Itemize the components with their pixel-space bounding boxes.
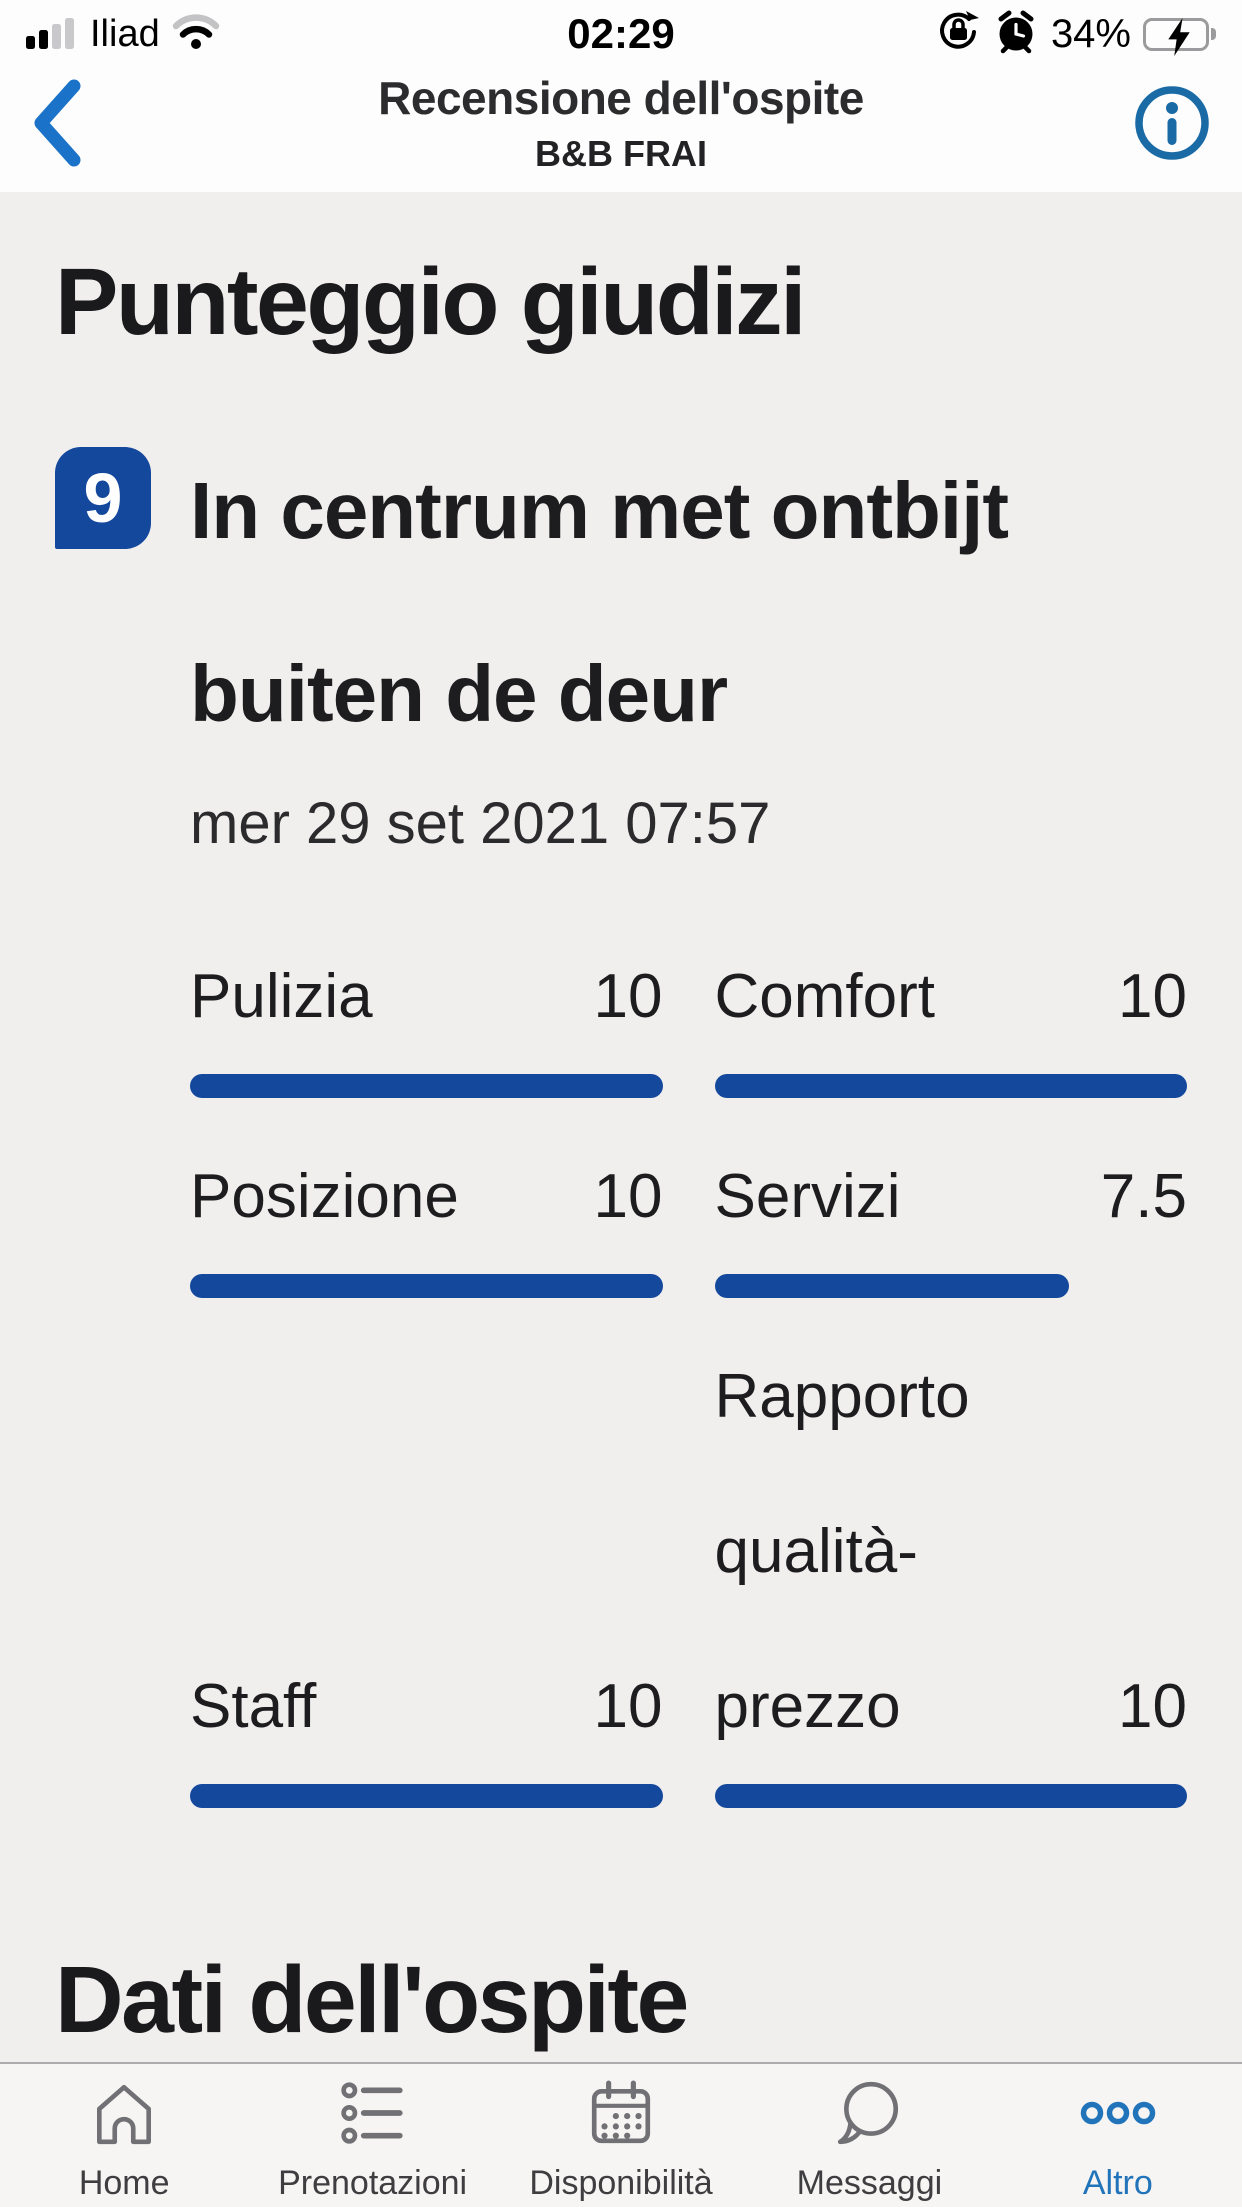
rating-item-servizi: Servizi 7.5	[714, 1119, 1188, 1299]
tab-home[interactable]: Home	[0, 2076, 248, 2207]
rating-bar-fill	[190, 1074, 663, 1099]
battery-icon	[1143, 17, 1216, 56]
rating-value: 7.5	[1100, 1162, 1187, 1232]
tab-disponibilita[interactable]: Disponibilità	[497, 2076, 745, 2207]
tab-label: Prenotazioni	[278, 2164, 468, 2202]
tab-label: Messaggi	[796, 2164, 943, 2202]
review-title: In centrum met ontbijt buiten de deur	[190, 466, 1009, 739]
chevron-left-icon	[34, 79, 81, 167]
rating-item-comfort: Comfort 10	[714, 919, 1187, 1099]
tab-label: Disponibilità	[529, 2164, 713, 2202]
nav-bar: Recensione dell'ospite B&B FRAI	[0, 62, 1242, 192]
rating-value: 10	[593, 1162, 663, 1232]
charging-bolt-icon	[1168, 17, 1190, 56]
rating-bar-fill	[714, 1274, 1069, 1299]
rating-bar	[714, 1784, 1187, 1809]
rating-item-staff: Staff 10	[190, 1319, 663, 1809]
more-icon	[1079, 2076, 1157, 2150]
tab-altro[interactable]: Altro	[994, 2076, 1242, 2207]
rating-bar-fill	[714, 1074, 1187, 1099]
rating-value: 10	[593, 1672, 663, 1742]
list-icon	[340, 2076, 406, 2150]
rating-bar	[190, 1274, 663, 1299]
section-title-guest: Dati dell'ospite	[55, 1947, 689, 2054]
rating-bar	[190, 1074, 663, 1099]
review-content: Punteggio giudizi 9 In centrum met ontbi…	[0, 192, 1242, 2062]
calendar-icon	[587, 2076, 655, 2150]
tab-label: Altro	[1082, 2164, 1153, 2202]
header: Iliad 02:29	[0, 0, 1242, 192]
rating-value: 10	[593, 962, 663, 1032]
rating-item-posizione: Posizione 10	[190, 1119, 663, 1299]
wifi-icon	[172, 13, 220, 55]
score-badge: 9	[55, 447, 151, 550]
rating-label: Rapporto qualità-prezzo	[714, 1362, 970, 1742]
review-summary: 9 In centrum met ontbijt buiten de deur …	[55, 419, 1188, 1809]
rating-value: 10	[1118, 962, 1187, 1032]
rating-label: Staff	[190, 1672, 317, 1742]
page-title: Recensione dell'ospite	[378, 72, 864, 124]
rating-bar	[714, 1074, 1187, 1099]
rating-label: Comfort	[714, 962, 935, 1032]
rating-bar-fill	[190, 1784, 663, 1809]
back-button[interactable]	[30, 79, 82, 167]
rating-label: Posizione	[190, 1162, 459, 1232]
info-circle-icon	[1135, 86, 1209, 160]
rating-bar	[714, 1274, 1188, 1299]
rating-value: 10	[1118, 1672, 1187, 1742]
tab-label: Home	[78, 2164, 170, 2202]
tab-prenotazioni[interactable]: Prenotazioni	[248, 2076, 496, 2207]
carrier-label: Iliad	[90, 12, 160, 55]
rating-bar-fill	[714, 1784, 1187, 1809]
property-name: B&B FRAI	[535, 133, 707, 174]
alarm-icon	[993, 9, 1039, 60]
rating-label: Servizi	[714, 1162, 901, 1232]
rotation-lock-icon	[935, 9, 981, 60]
chat-icon	[833, 2076, 905, 2150]
section-title-scores: Punteggio giudizi	[55, 249, 807, 355]
rating-bar-fill	[190, 1274, 663, 1299]
tab-bar: Home Prenotazioni	[0, 2062, 1242, 2207]
tab-messaggi[interactable]: Messaggi	[745, 2076, 993, 2207]
rating-label: Pulizia	[190, 962, 373, 1032]
signal-icon	[26, 15, 78, 54]
info-button[interactable]	[1132, 83, 1212, 163]
rating-item-rapporto-qualita-prezzo: Rapporto qualità-prezzo 10	[714, 1319, 1187, 1809]
battery-percent-label: 34%	[1050, 11, 1131, 56]
ratings-grid: Pulizia 10 Comfort 10	[190, 919, 1188, 1809]
rating-item-pulizia: Pulizia 10	[190, 919, 663, 1099]
rating-bar	[190, 1784, 663, 1809]
status-bar: Iliad 02:29	[0, 0, 1242, 62]
home-icon	[88, 2076, 160, 2150]
review-date: mer 29 set 2021 07:57	[190, 791, 771, 857]
